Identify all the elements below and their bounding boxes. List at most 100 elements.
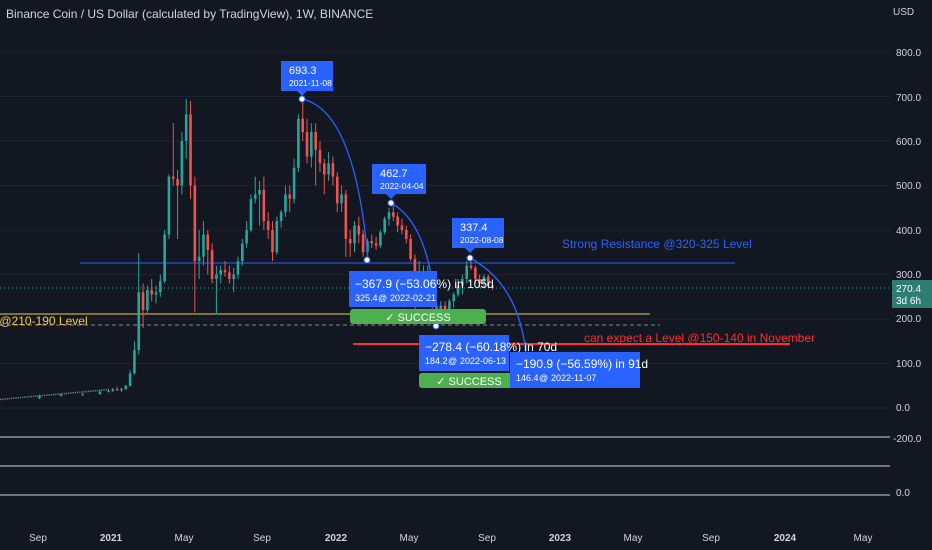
candle-body[interactable] — [361, 234, 365, 253]
candle-body[interactable] — [486, 276, 490, 286]
candle-body[interactable] — [206, 234, 210, 251]
candle-body[interactable] — [258, 189, 261, 195]
candle-body[interactable] — [137, 292, 141, 351]
candle-body[interactable] — [383, 218, 386, 233]
candle-body[interactable] — [38, 396, 41, 399]
candle-body[interactable] — [370, 241, 374, 244]
candle-body[interactable] — [284, 194, 287, 213]
candle-body[interactable] — [340, 194, 343, 204]
pivot-high-2[interactable] — [387, 199, 395, 207]
candle-body[interactable] — [236, 261, 240, 275]
candle-body[interactable] — [98, 391, 102, 395]
candle-body[interactable] — [81, 394, 84, 396]
candle-body[interactable] — [266, 221, 270, 230]
candle-body[interactable] — [146, 290, 149, 311]
success-badge-1[interactable]: ✓ SUCCESS — [350, 309, 486, 324]
candle-body[interactable] — [163, 234, 166, 282]
candle-body[interactable] — [318, 149, 322, 164]
candle-body[interactable] — [223, 270, 227, 273]
candle-body[interactable] — [461, 278, 464, 286]
candle-body[interactable] — [413, 258, 417, 275]
candle-body[interactable] — [409, 238, 412, 259]
candle-body[interactable] — [219, 270, 223, 275]
high-label-1[interactable]: 693.3 2021-11-08 — [281, 61, 333, 96]
candle-body[interactable] — [159, 281, 162, 293]
candle-body[interactable] — [197, 256, 201, 262]
candle-body[interactable] — [271, 230, 274, 253]
candle-body[interactable] — [128, 373, 132, 386]
candle-body[interactable] — [435, 305, 438, 311]
expectation-caption[interactable]: can expect a Level @150-140 in November — [584, 331, 815, 345]
candle-body[interactable] — [228, 272, 231, 279]
candle-body[interactable] — [439, 305, 443, 311]
pivot-high-3[interactable] — [466, 254, 474, 262]
candle-body[interactable] — [245, 230, 248, 244]
candle-body[interactable] — [305, 132, 309, 157]
candle-body[interactable] — [344, 194, 348, 239]
candle-body[interactable] — [297, 118, 300, 168]
candle-body[interactable] — [478, 278, 481, 284]
candle-body[interactable] — [448, 301, 451, 313]
candle-body[interactable] — [107, 391, 110, 393]
candle-body[interactable] — [184, 114, 188, 141]
candle-body[interactable] — [482, 276, 486, 284]
candle-body[interactable] — [150, 290, 153, 295]
pivot-low-1[interactable] — [363, 256, 371, 264]
high-label-2[interactable]: 462.7 2022-04-04 — [372, 164, 426, 199]
drop-label-1[interactable]: −367.9 (−53.06%) in 105d 325.4 @ 2022-02… — [349, 271, 494, 307]
current-price-tag[interactable]: 270.4 3d 6h — [892, 280, 932, 308]
pivot-high-1[interactable] — [298, 95, 306, 103]
candle-body[interactable] — [171, 176, 175, 179]
candle-body[interactable] — [262, 189, 266, 222]
candle-body[interactable] — [331, 163, 335, 177]
candle-body[interactable] — [115, 389, 119, 391]
price-axis[interactable]: USD 800.0 700.0 600.0 500.0 400.0 300.0 … — [893, 7, 922, 499]
candle-body[interactable] — [154, 292, 158, 295]
candle-body[interactable] — [189, 114, 192, 186]
candle-body[interactable] — [404, 230, 408, 239]
candle-body[interactable] — [133, 350, 136, 374]
candle-body[interactable] — [322, 163, 326, 175]
candle-body[interactable] — [288, 194, 292, 199]
candle-body[interactable] — [387, 212, 391, 219]
candle-body[interactable] — [210, 250, 214, 279]
candle-body[interactable] — [141, 292, 145, 311]
candle-body[interactable] — [292, 167, 296, 199]
candle-body[interactable] — [335, 176, 339, 204]
candle-body[interactable] — [310, 132, 313, 157]
candle-body[interactable] — [232, 274, 235, 279]
candle-body[interactable] — [357, 225, 361, 235]
time-axis[interactable]: Sep 2021 May Sep 2022 May Sep 2023 May S… — [29, 533, 872, 544]
candle-body[interactable] — [111, 389, 115, 392]
candle-body[interactable] — [59, 395, 63, 397]
drop-label-3[interactable]: −190.9 (−56.59%) in 91d 146.4 @ 2022-11-… — [510, 352, 648, 388]
candle-body[interactable] — [124, 385, 128, 389]
candle-body[interactable] — [301, 118, 305, 133]
candle-body[interactable] — [366, 241, 369, 253]
candle-body[interactable] — [348, 238, 352, 244]
resistance-caption[interactable]: Strong Resistance @320-325 Level — [562, 237, 752, 251]
candle-body[interactable] — [180, 141, 184, 186]
candle-body[interactable] — [327, 163, 330, 175]
candle-body[interactable] — [452, 294, 456, 302]
candle-body[interactable] — [469, 265, 473, 268]
candle-body[interactable] — [443, 305, 447, 313]
candle-body[interactable] — [120, 388, 123, 391]
candle-body[interactable] — [253, 194, 257, 199]
high-label-3[interactable]: 337.4 2022-08-08 — [452, 218, 504, 253]
candle-body[interactable] — [314, 132, 317, 150]
candle-body[interactable] — [392, 212, 395, 217]
candle-body[interactable] — [465, 265, 468, 279]
candle-body[interactable] — [202, 234, 205, 257]
candle-body[interactable] — [379, 232, 382, 246]
drop-label-2[interactable]: −278.4 (−60.18%) in 70d 184.2 @ 2022-06-… — [419, 335, 557, 371]
candle-body[interactable] — [396, 216, 399, 226]
candle-body[interactable] — [249, 198, 253, 230]
candle-body[interactable] — [474, 267, 477, 279]
candle-body[interactable] — [279, 212, 283, 222]
candle-body[interactable] — [456, 285, 460, 295]
success-badge-2[interactable]: ✓ SUCCESS — [419, 373, 519, 388]
candle-body[interactable] — [193, 185, 197, 262]
candle-body[interactable] — [491, 285, 494, 288]
candle-body[interactable] — [215, 274, 218, 279]
